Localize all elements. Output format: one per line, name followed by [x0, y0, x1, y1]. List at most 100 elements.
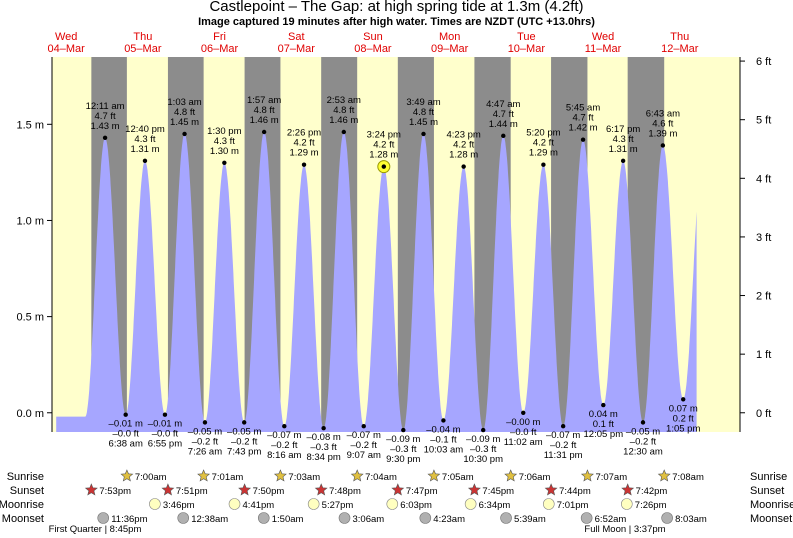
low-tide-time: 12:05 pm: [584, 429, 624, 440]
tide-point: [640, 420, 646, 425]
low-tide-ft: –0.2 ft: [231, 436, 258, 447]
tide-point: [341, 129, 347, 135]
low-tide-m: –0.08 m: [306, 432, 340, 443]
row-label-left-moonset: Moonset: [2, 513, 44, 525]
day-label: Tue: [517, 31, 536, 43]
high-tide-ft: 4.2 ft: [533, 138, 554, 149]
high-tide-time: 3:24 pm: [367, 130, 401, 141]
high-tide-m: 1.28 m: [449, 150, 478, 161]
high-tide-ft: 4.7 ft: [573, 113, 594, 124]
tide-point: [580, 137, 586, 142]
moonset-icon: [257, 512, 270, 524]
sunrise-icon: [350, 469, 364, 482]
moonrise-icon: [386, 498, 399, 510]
moonrise-time: 7:26pm: [635, 500, 667, 511]
high-tide-ft: 4.7 ft: [95, 111, 116, 122]
tide-point: [182, 131, 187, 137]
high-tide-ft: 4.8 ft: [333, 105, 354, 116]
low-tide-m: 0.04 m: [589, 409, 618, 420]
high-tide-time: 3:49 am: [406, 97, 440, 108]
high-tide-ft: 4.2 ft: [293, 138, 314, 149]
high-tide-m: 1.46 m: [250, 115, 279, 126]
low-tide-ft: –0.1 ft: [430, 434, 457, 445]
sunset-time: 7:50pm: [253, 486, 285, 497]
date-label: 11–Mar: [585, 43, 622, 55]
sunrise-icon: [657, 469, 671, 482]
tide-point: [441, 418, 446, 423]
sunrise-icon: [120, 469, 134, 482]
moonrise-time: 3:46pm: [163, 500, 195, 511]
low-tide-time: 9:07 am: [347, 450, 381, 461]
low-tide-time: 6:55 pm: [148, 439, 182, 450]
moonset-icon: [500, 512, 512, 524]
low-tide-time: 11:31 pm: [544, 450, 583, 461]
low-tide-ft: –0.3 ft: [310, 442, 337, 453]
high-tide-time: 12:40 pm: [125, 124, 165, 135]
day-label: Mon: [439, 31, 460, 43]
day-label: Thu: [670, 31, 689, 43]
date-label: 12–Mar: [661, 43, 699, 55]
moon-phase-full-moon: Full Moon | 3:37pm: [584, 524, 665, 535]
tide-area: [56, 132, 697, 432]
moonset-icon: [338, 512, 351, 524]
date-label: 07–Mar: [278, 43, 316, 55]
high-tide-m: 1.43 m: [91, 121, 120, 132]
moonrise-icon: [228, 498, 241, 510]
day-label: Thu: [133, 31, 152, 43]
high-tide-m: 1.30 m: [210, 146, 239, 157]
high-tide-time: 2:53 am: [327, 95, 361, 106]
high-tide-m: 1.42 m: [569, 123, 598, 134]
moonrise-time: 4:41pm: [243, 500, 275, 511]
low-tide-time: 10:03 am: [424, 444, 464, 455]
sunrise-time: 7:05am: [442, 472, 474, 483]
sunrise-time: 7:04am: [365, 472, 397, 483]
tide-point: [660, 143, 666, 148]
sunrise-time: 7:01am: [212, 472, 244, 483]
low-tide-m: 0.07 m: [669, 403, 698, 414]
sunset-icon: [161, 483, 175, 496]
moonset-time: 1:50am: [272, 514, 304, 525]
high-tide-ft: 4.8 ft: [174, 107, 195, 118]
sunset-icon: [84, 483, 98, 496]
tide-point: [521, 410, 526, 415]
low-tide-time: 6:38 am: [109, 439, 143, 450]
low-tide-ft: –0.3 ft: [470, 444, 497, 455]
high-tide-time: 5:45 am: [566, 103, 600, 114]
moonset-time: 11:36pm: [111, 514, 147, 525]
sunrise-icon: [427, 469, 441, 482]
chart-subtitle: Image captured 19 minutes after high wat…: [198, 16, 595, 28]
high-tide-time: 6:17 pm: [606, 124, 640, 135]
moonset-icon: [177, 512, 190, 524]
sunset-time: 7:44pm: [559, 486, 591, 497]
tide-point: [321, 425, 326, 431]
y-tick-label-left: 0.5 m: [16, 312, 44, 324]
moonrise-icon: [542, 498, 555, 510]
sunset-time: 7:47pm: [406, 486, 438, 497]
tide-point: [601, 402, 606, 408]
low-tide-ft: –0.2 ft: [630, 436, 657, 447]
date-label: 09–Mar: [431, 43, 469, 55]
low-tide-time: 8:34 pm: [306, 452, 340, 463]
high-tide-time: 1:30 pm: [207, 126, 241, 137]
y-tick-label-left: 0.0 m: [16, 408, 44, 420]
y-tick-label-right: 0 ft: [756, 408, 771, 420]
sunrise-time: 7:08am: [672, 472, 704, 483]
high-tide-time: 1:03 am: [167, 97, 201, 108]
low-tide-time: 1:05 pm: [666, 423, 700, 434]
y-tick-label-right: 6 ft: [756, 56, 771, 68]
high-tide-ft: 4.3 ft: [613, 134, 634, 145]
moonset-icon: [580, 512, 593, 524]
low-tide-m: –0.05 m: [188, 426, 222, 437]
high-tide-time: 2:26 pm: [287, 128, 321, 139]
sunrise-icon: [580, 469, 594, 482]
sunset-icon: [467, 483, 481, 496]
day-label: Sun: [363, 31, 383, 43]
moonset-time: 3:06am: [353, 514, 385, 525]
high-tide-ft: 4.2 ft: [373, 140, 394, 151]
sunrise-icon: [197, 469, 211, 482]
low-tide-ft: –0.0 ft: [152, 429, 179, 440]
low-tide-ft: –0.2 ft: [271, 440, 298, 451]
sunrise-time: 7:03am: [288, 472, 320, 483]
high-tide-m: 1.44 m: [489, 119, 518, 130]
